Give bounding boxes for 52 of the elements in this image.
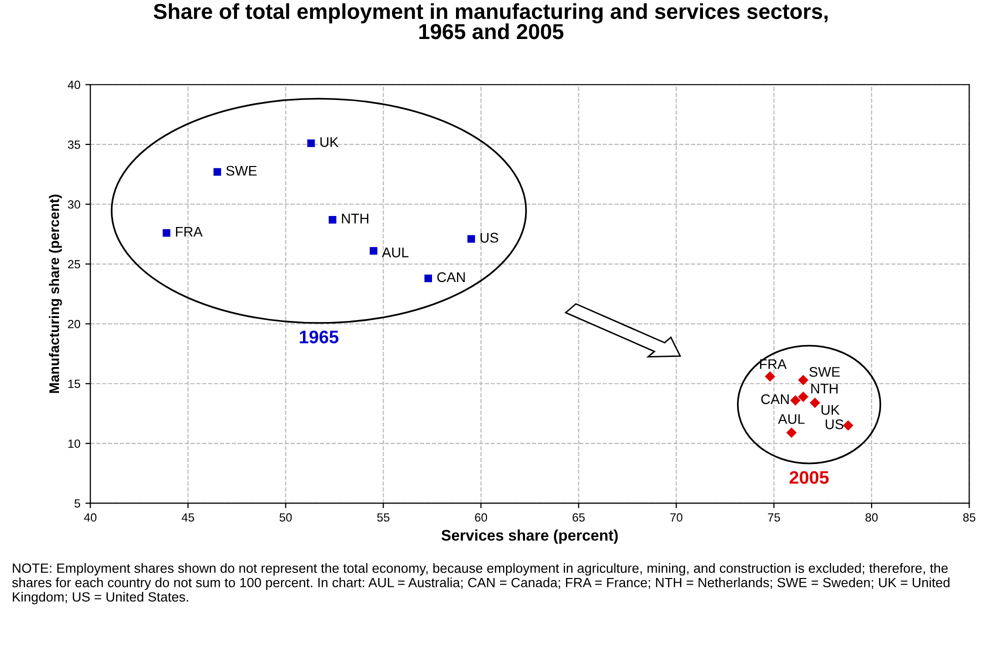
point — [842, 420, 854, 431]
point — [786, 427, 797, 438]
x-tick-label: 50 — [280, 513, 292, 522]
x-tick-label: 85 — [963, 513, 976, 522]
annotation: US — [826, 419, 844, 430]
point — [467, 235, 475, 243]
y-tick-label: 20 — [68, 320, 80, 328]
annotation: SWE — [809, 366, 840, 377]
y-tick-label: 35 — [68, 140, 80, 149]
x-axis-title: Services share (percent) — [441, 530, 618, 544]
point — [328, 216, 336, 224]
annotation: AUL — [382, 248, 408, 258]
annotation: CAN — [761, 394, 789, 404]
x-tick-label: 40 — [84, 513, 96, 522]
annotation: AUL — [778, 414, 805, 424]
x-tick-label: 45 — [182, 513, 194, 522]
x-tick-label: 60 — [474, 513, 488, 522]
y-tick-label: 10 — [68, 439, 80, 448]
x-tick-label: 70 — [670, 513, 682, 522]
annotation: SWE — [226, 166, 257, 176]
y-axis-title: Manufacturing share (percent) — [48, 194, 62, 393]
y-tick-label: 40 — [68, 80, 80, 90]
point — [162, 229, 170, 237]
annotation: UK — [822, 405, 840, 415]
text: 1965 — [300, 330, 338, 344]
y-tick-label: 30 — [68, 200, 80, 209]
annotation: NTH — [811, 384, 838, 394]
x-tick-label: 80 — [866, 513, 878, 522]
annotation: UK — [320, 137, 339, 147]
y-tick-label: 5 — [74, 499, 80, 508]
annotation: US — [480, 232, 498, 243]
point — [810, 398, 820, 408]
annotation: FRA — [760, 359, 787, 369]
annotation: FRA — [176, 226, 203, 237]
point — [213, 168, 222, 176]
y-tick-label: 25 — [68, 260, 80, 268]
point — [307, 139, 315, 148]
annotation: NTH — [342, 214, 368, 224]
point — [798, 392, 808, 402]
chart-title: Share of total employment in manufacturing and services sectors, 1965 and 2005 — [154, 3, 828, 40]
y-tick-label: 15 — [68, 380, 80, 388]
point — [424, 274, 432, 282]
point — [764, 371, 776, 382]
series-label: 2005 — [790, 471, 829, 484]
x-tick-label: 55 — [377, 513, 390, 522]
text: NOTE: Employment shares shown do not represent the total economy, because employment in agriculture, mining, and construction is excluded; therefore, the shares for each country do not sum to 100 percent. In chart: AUL = Australia; CAN = Canada; FRA = France; NTH = Netherlands; SWE = Sweden; UK = United Kingdom; US = United States. — [12, 563, 950, 604]
point — [370, 247, 378, 255]
point — [798, 374, 808, 386]
x-tick-label: 75 — [768, 513, 780, 522]
point — [790, 395, 801, 406]
annotation: CAN — [437, 272, 465, 282]
x-tick-label: 65 — [572, 513, 585, 522]
